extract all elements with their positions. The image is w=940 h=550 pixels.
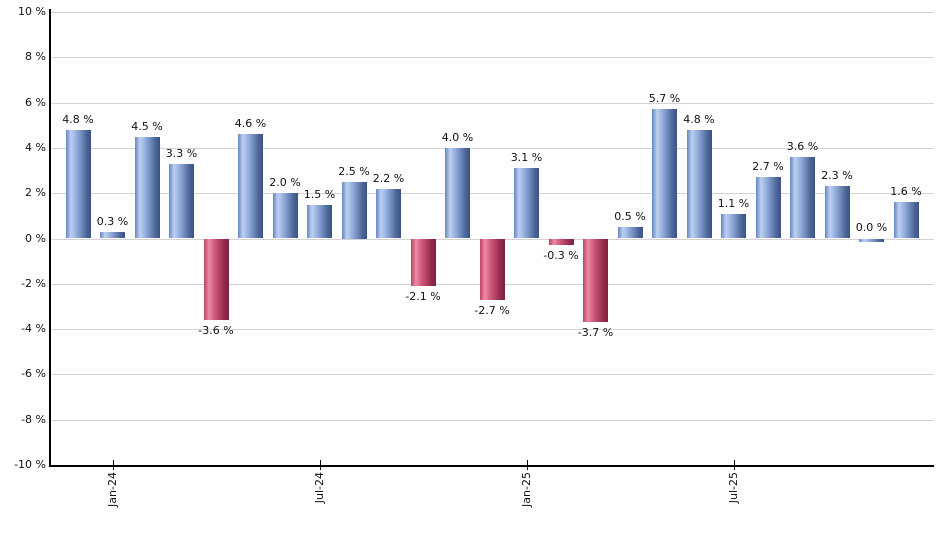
bar-value-label: 2.3 % [821,169,853,183]
bar-21[interactable] [755,177,781,239]
bar-10[interactable] [376,188,401,239]
bar-value-label: 0.0 % [855,220,888,234]
y-axis-label: -6 % [21,367,46,381]
bar-value-label: 4.0 % [441,130,474,144]
y-axis-label: -4 % [21,322,46,336]
x-tick [733,460,735,470]
y-axis-label: -10 % [14,458,46,471]
bar-15[interactable] [548,238,574,246]
x-tick-label: Jul-24 [312,472,326,504]
bar-24[interactable] [859,238,884,242]
x-tick-label: Jan-24 [105,472,119,507]
bar-value-label: 4.6 % [234,117,267,131]
x-tick-label: Jul-25 [726,472,740,504]
bar-3[interactable] [134,136,160,239]
y-axis-label: -2 % [21,276,46,290]
bar-value-label: -3.6 % [198,324,234,338]
bar-13[interactable] [479,238,505,300]
bar-value-label: 2.0 % [269,176,301,190]
bar-1[interactable] [65,129,91,239]
bar-value-label: 4.5 % [131,119,163,133]
bar-value-label: 3.6 % [786,139,819,153]
bar-8[interactable] [307,204,332,239]
y-axis-label: -8 % [21,412,46,426]
y-axis-label: 10 % [18,5,46,18]
bar-6[interactable] [238,134,263,239]
y-axis-label: 4 % [25,140,46,154]
x-axis [49,465,934,467]
bar-value-label: 5.7 % [648,92,681,106]
bar-value-label: 4.8 % [683,112,715,126]
gridline [50,419,934,421]
bar-22[interactable] [790,156,815,239]
bar-4[interactable] [169,163,194,239]
y-axis-label: 8 % [25,50,46,64]
bar-7[interactable] [272,193,298,239]
gridline [50,147,934,149]
bar-25[interactable] [893,202,919,239]
y-axis-label: 2 % [25,186,46,200]
bar-20[interactable] [721,213,746,239]
x-tick [526,460,528,470]
gridline [50,374,934,376]
bar-19[interactable] [686,129,712,239]
x-tick-label: Jan-25 [519,472,533,507]
x-tick [112,460,114,470]
gridline [50,102,934,104]
bar-16[interactable] [583,238,608,323]
gridline [50,329,934,331]
bar-14[interactable] [514,168,539,239]
bar-value-label: -2.1 % [405,290,441,304]
bar-value-label: 1.5 % [303,187,336,201]
x-tick [319,460,321,470]
bar-18[interactable] [652,109,677,239]
bar-value-label: 3.1 % [510,151,543,165]
y-axis-label: 0 % [25,231,46,245]
bar-11[interactable] [410,238,436,287]
bar-value-label: 2.2 % [372,171,405,185]
y-axis [49,9,51,465]
bar-2[interactable] [100,231,125,239]
bar-value-label: 2.7 % [752,160,784,174]
bar-5[interactable] [203,238,229,321]
bar-value-label: -2.7 % [474,303,510,317]
bar-value-label: 0.5 % [614,210,646,224]
bar-value-label: 2.5 % [338,164,370,178]
bar-value-label: -0.3 % [543,249,579,263]
bar-12[interactable] [445,147,470,239]
bar-9[interactable] [341,181,367,239]
bar-23[interactable] [824,186,850,239]
bar-value-label: -3.7 % [577,326,614,340]
bar-value-label: 1.1 % [717,196,750,210]
gridline [50,12,934,13]
bar-value-label: 4.8 % [62,112,94,126]
y-axis-label: 6 % [25,95,46,109]
gridline [50,193,934,195]
bar-value-label: 3.3 % [165,146,198,160]
bar-value-label: 1.6 % [890,185,922,199]
gridline [50,57,934,59]
bar-value-label: 0.3 % [96,214,129,228]
bar-17[interactable] [617,227,643,239]
